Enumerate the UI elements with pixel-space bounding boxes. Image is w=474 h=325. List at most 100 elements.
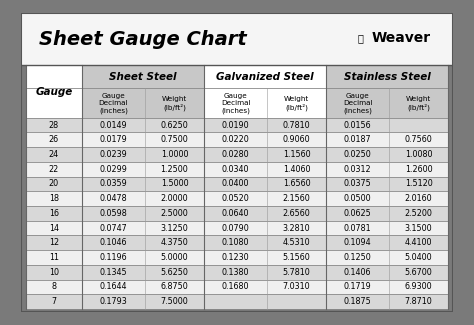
Text: 4.3750: 4.3750 — [161, 238, 188, 247]
Text: 0.1680: 0.1680 — [222, 282, 249, 292]
Text: 10: 10 — [49, 268, 59, 277]
Text: 0.0156: 0.0156 — [344, 121, 371, 130]
Text: 1.2600: 1.2600 — [405, 165, 432, 174]
Text: 28: 28 — [49, 121, 59, 130]
Text: 7.5000: 7.5000 — [161, 297, 188, 306]
Text: 0.0239: 0.0239 — [100, 150, 128, 159]
Text: Gauge
Decimal
(inches): Gauge Decimal (inches) — [221, 93, 250, 114]
Text: Weight
(lb/ft²): Weight (lb/ft²) — [406, 96, 431, 111]
Text: Gauge: Gauge — [35, 86, 73, 97]
Text: 0.0625: 0.0625 — [344, 209, 372, 218]
Text: 0.0280: 0.0280 — [222, 150, 249, 159]
Text: Sheet Gauge Chart: Sheet Gauge Chart — [38, 30, 246, 49]
Text: 0.0400: 0.0400 — [222, 179, 249, 188]
Text: 0.0790: 0.0790 — [222, 224, 249, 233]
Text: 0.0149: 0.0149 — [100, 121, 128, 130]
Text: 1.5120: 1.5120 — [405, 179, 432, 188]
Bar — [26, 65, 82, 88]
Text: 3.2810: 3.2810 — [283, 224, 310, 233]
Text: 24: 24 — [49, 150, 59, 159]
Bar — [82, 88, 204, 118]
Bar — [26, 280, 448, 294]
Text: 2.1560: 2.1560 — [283, 194, 310, 203]
Text: 0.1793: 0.1793 — [100, 297, 128, 306]
Text: 5.0000: 5.0000 — [161, 253, 188, 262]
Text: 1.1560: 1.1560 — [283, 150, 310, 159]
Text: 0.0312: 0.0312 — [344, 165, 371, 174]
Text: 12: 12 — [49, 238, 59, 247]
Bar — [26, 250, 448, 265]
Bar — [26, 132, 448, 147]
Text: 0.0359: 0.0359 — [100, 179, 128, 188]
Text: 0.0598: 0.0598 — [100, 209, 128, 218]
Text: 4.4100: 4.4100 — [405, 238, 432, 247]
Text: 0.0340: 0.0340 — [222, 165, 249, 174]
Text: 0.0299: 0.0299 — [100, 165, 128, 174]
Text: 0.0640: 0.0640 — [222, 209, 249, 218]
Text: 1.6560: 1.6560 — [283, 179, 310, 188]
Text: 1.0080: 1.0080 — [405, 150, 432, 159]
Text: 7: 7 — [51, 297, 56, 306]
Text: 16: 16 — [49, 209, 59, 218]
Text: 7.0310: 7.0310 — [283, 282, 310, 292]
Bar — [204, 65, 326, 88]
Text: Gauge
Decimal
(inches): Gauge Decimal (inches) — [99, 93, 128, 114]
Text: Galvanized Steel: Galvanized Steel — [217, 72, 314, 82]
Text: 5.6250: 5.6250 — [161, 268, 189, 277]
Text: 0.7810: 0.7810 — [283, 121, 310, 130]
Text: Stainless Steel: Stainless Steel — [344, 72, 431, 82]
Bar — [26, 265, 448, 280]
Text: Weight
(lb/ft²): Weight (lb/ft²) — [284, 96, 309, 111]
Text: 0.0250: 0.0250 — [344, 150, 372, 159]
Text: Sheet Steel: Sheet Steel — [109, 72, 177, 82]
Bar — [26, 191, 448, 206]
Text: 3.1500: 3.1500 — [405, 224, 432, 233]
Bar — [26, 65, 448, 309]
Bar — [26, 206, 448, 221]
Text: 0.0220: 0.0220 — [222, 135, 249, 144]
Text: 6.9300: 6.9300 — [405, 282, 432, 292]
Text: 0.9060: 0.9060 — [283, 135, 310, 144]
Bar — [26, 221, 448, 235]
Text: 0.1345: 0.1345 — [100, 268, 128, 277]
Text: 5.7810: 5.7810 — [283, 268, 310, 277]
Text: 14: 14 — [49, 224, 59, 233]
Text: 1.2500: 1.2500 — [161, 165, 188, 174]
Text: 0.0478: 0.0478 — [100, 194, 128, 203]
Bar — [26, 118, 448, 132]
Text: 4.5310: 4.5310 — [283, 238, 310, 247]
Text: 0.1230: 0.1230 — [222, 253, 249, 262]
Text: Weight
(lb/ft²): Weight (lb/ft²) — [162, 96, 187, 111]
Text: 2.6560: 2.6560 — [283, 209, 310, 218]
Text: 0.1196: 0.1196 — [100, 253, 128, 262]
Text: 20: 20 — [49, 179, 59, 188]
Text: 5.0400: 5.0400 — [405, 253, 432, 262]
Text: 0.1719: 0.1719 — [344, 282, 372, 292]
Text: 5.6700: 5.6700 — [405, 268, 432, 277]
Text: 6.8750: 6.8750 — [161, 282, 188, 292]
Text: 8: 8 — [51, 282, 56, 292]
Text: 22: 22 — [49, 165, 59, 174]
Text: 0.0781: 0.0781 — [344, 224, 371, 233]
Text: 0.1080: 0.1080 — [222, 238, 249, 247]
Bar — [26, 235, 448, 250]
Text: 0.7560: 0.7560 — [405, 135, 432, 144]
Text: 0.1406: 0.1406 — [344, 268, 371, 277]
Text: 1.0000: 1.0000 — [161, 150, 188, 159]
Text: 0.6250: 0.6250 — [161, 121, 188, 130]
Text: 2.0000: 2.0000 — [161, 194, 188, 203]
Text: 0.1644: 0.1644 — [100, 282, 127, 292]
Bar — [204, 88, 326, 118]
Text: 11: 11 — [49, 253, 59, 262]
Text: 1.4060: 1.4060 — [283, 165, 310, 174]
Text: 2.0160: 2.0160 — [405, 194, 432, 203]
Text: 🚛: 🚛 — [358, 33, 364, 43]
Text: 0.0500: 0.0500 — [344, 194, 371, 203]
Text: 26: 26 — [49, 135, 59, 144]
Text: 0.1380: 0.1380 — [222, 268, 249, 277]
Bar — [82, 65, 204, 88]
Text: 1.5000: 1.5000 — [161, 179, 188, 188]
Bar — [26, 147, 448, 162]
Text: 0.1250: 0.1250 — [344, 253, 372, 262]
Bar — [21, 13, 453, 65]
